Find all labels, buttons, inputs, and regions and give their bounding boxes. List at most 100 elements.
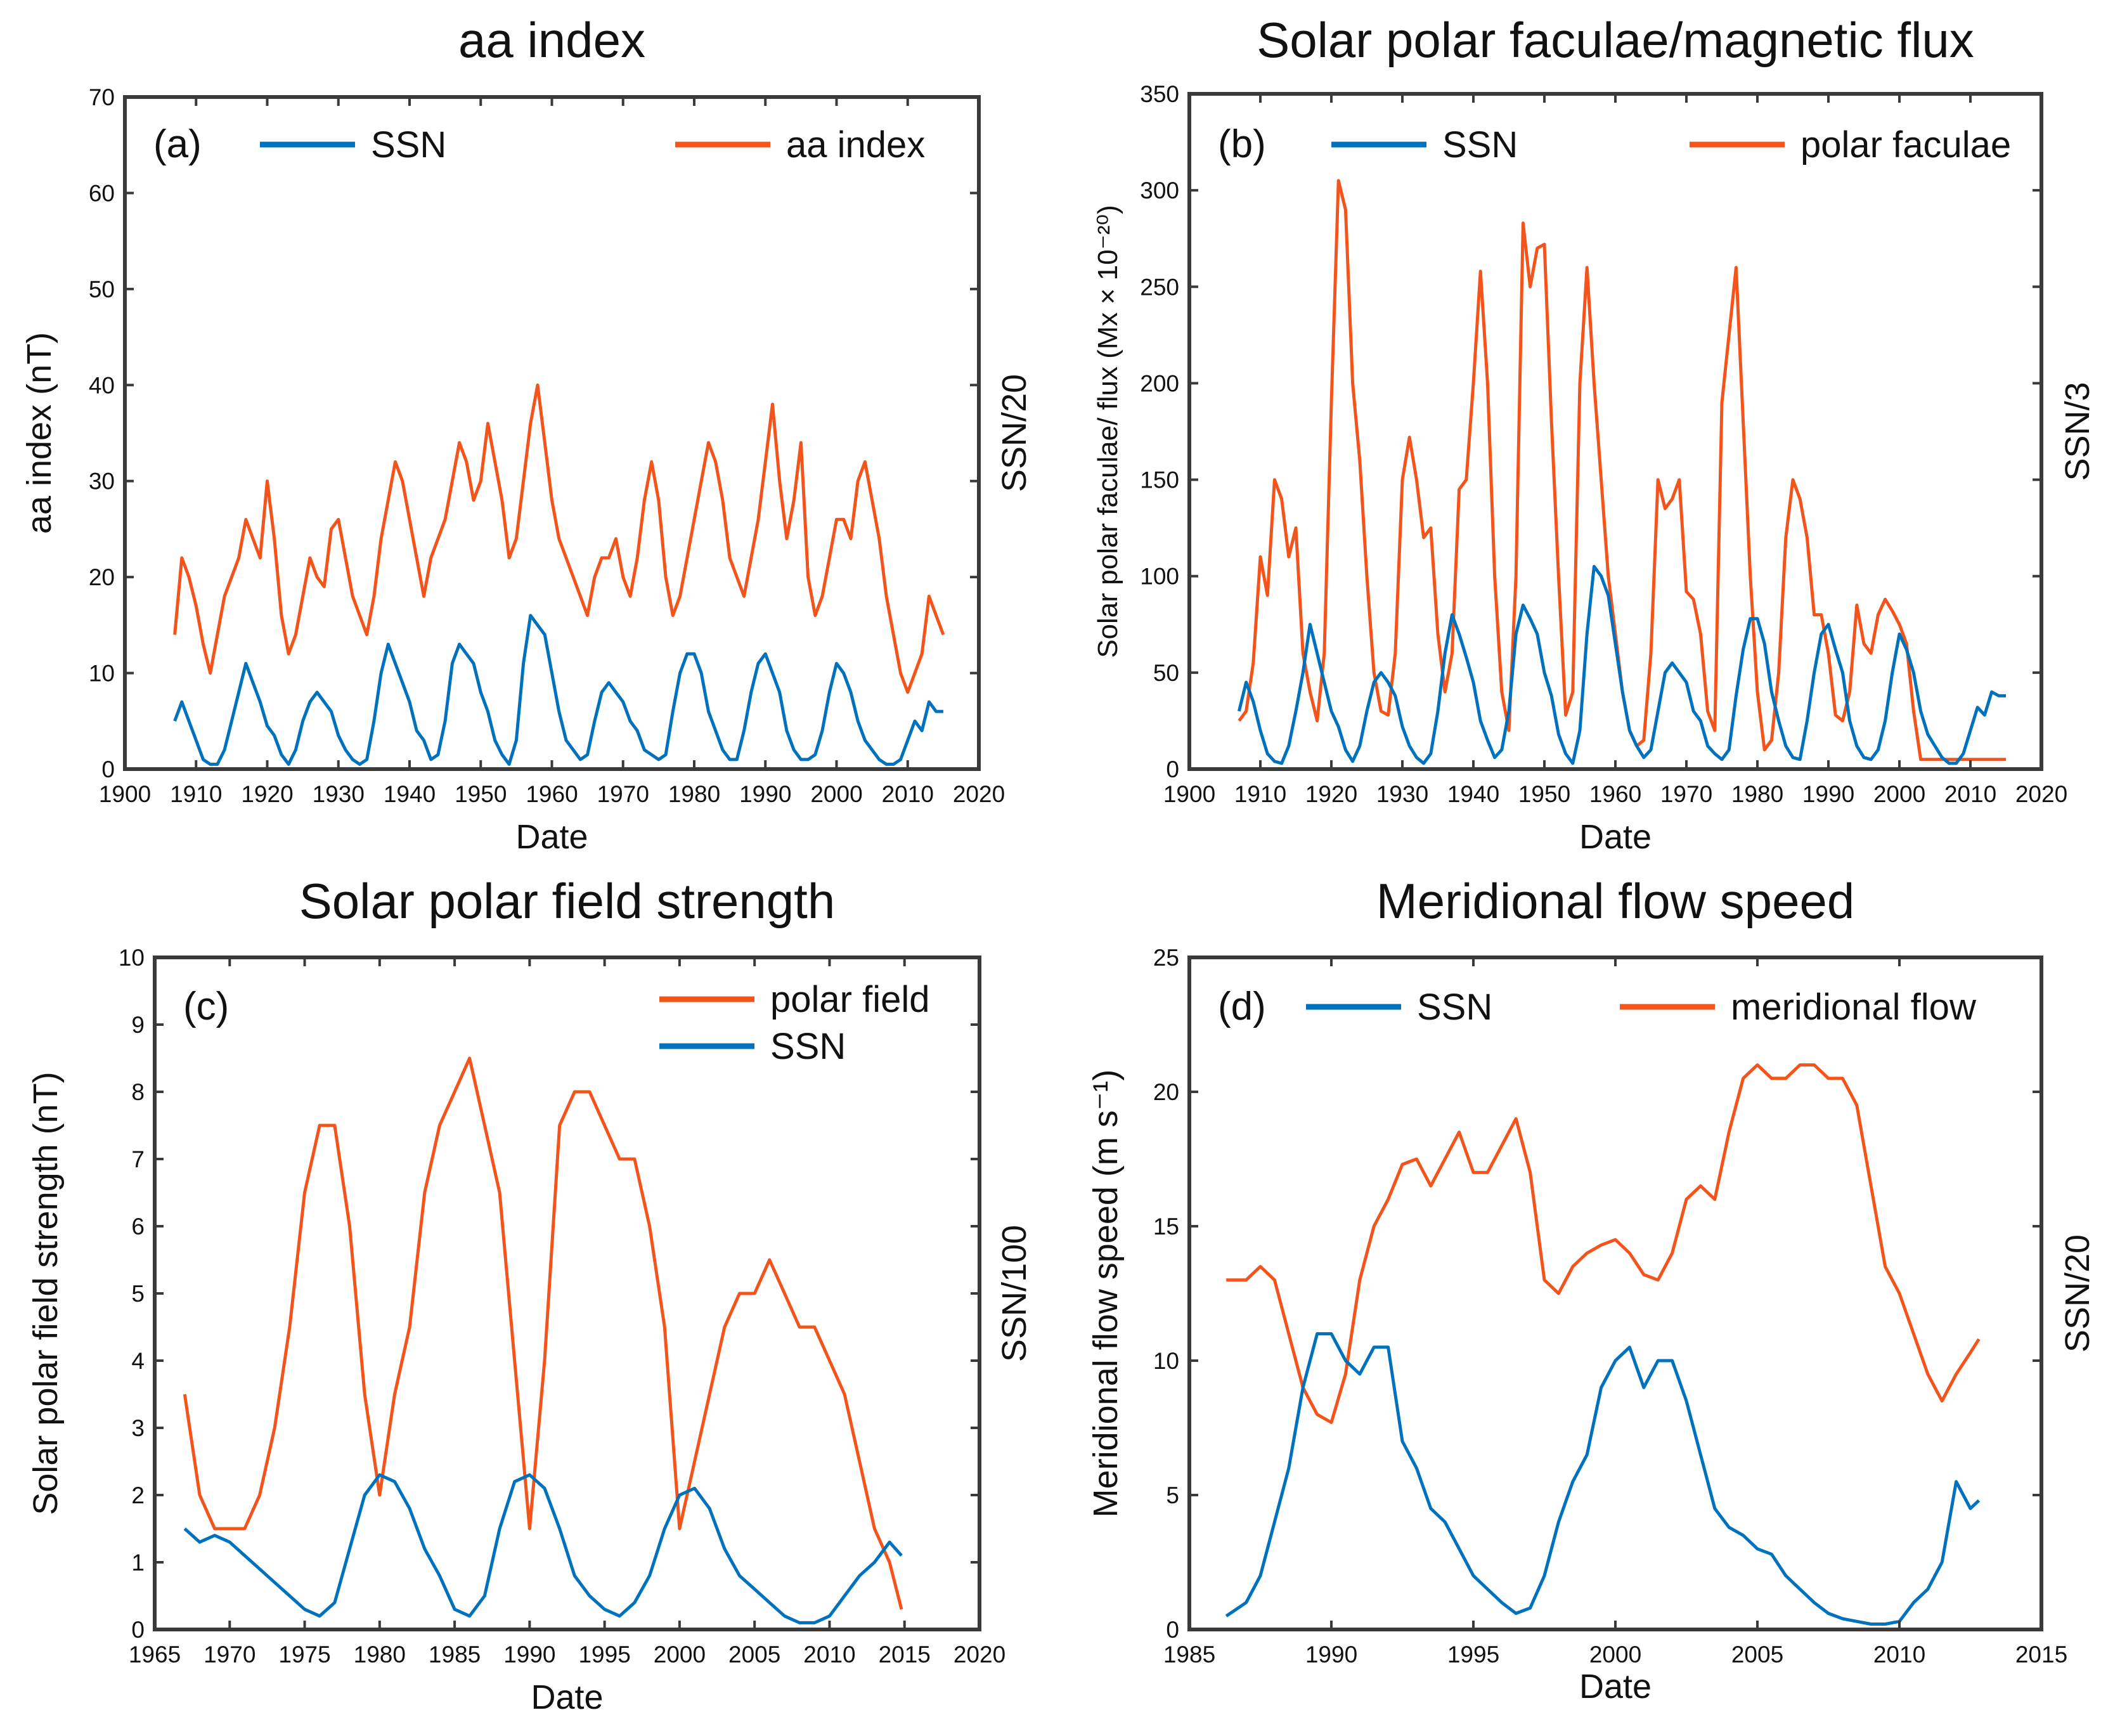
x-tick-label: 2010 [803, 1642, 855, 1668]
x-tick-label: 1995 [1447, 1642, 1499, 1668]
legend-label: aa index [786, 124, 925, 165]
y-tick-label: 150 [1140, 467, 1179, 493]
x-tick-label: 1990 [503, 1642, 555, 1668]
y-tick-label: 5 [1166, 1482, 1179, 1508]
series-aa-index-line [173, 383, 945, 694]
panel-label: (d) [1218, 985, 1266, 1028]
y-tick-label: 40 [89, 372, 115, 398]
legend-label: meridional flow [1731, 987, 1977, 1028]
x-tick-label: 1940 [1447, 781, 1499, 807]
y-tick-label: 0 [101, 756, 115, 782]
x-tick-label: 2000 [1873, 781, 1925, 807]
x-tick-label: 2000 [654, 1642, 706, 1668]
x-tick-label: 1985 [1163, 1642, 1215, 1668]
y-tick-label: 50 [1153, 660, 1179, 686]
x-tick-label: 1985 [429, 1642, 481, 1668]
y-tick-label: 200 [1140, 370, 1179, 396]
panel-d: 1985 1990 1995 2000 2005 2010 2015 0 5 10 15 20 25 Me… [1087, 873, 2097, 1706]
y-axis-label: Solar polar faculae/ flux (Mx × 10⁻²⁰) [1092, 205, 1123, 658]
legend-label: SSN [1442, 124, 1518, 165]
series-polar-field-line [183, 1056, 903, 1610]
x-tick-label: 1990 [1305, 1642, 1357, 1668]
series-SSN-line [173, 614, 943, 766]
panel-title: aa index [458, 12, 645, 68]
x-tick-label: 1900 [99, 781, 151, 807]
x-tick-label: 2005 [1731, 1642, 1783, 1668]
x-tick-label: 1900 [1163, 781, 1215, 807]
x-tick-label: 1980 [1731, 781, 1783, 807]
panel-title: Solar polar faculae/magnetic flux [1257, 12, 1974, 68]
y-tick-label: 70 [89, 84, 115, 110]
x-tick-label: 1930 [313, 781, 365, 807]
y-tick-label: 350 [1140, 81, 1179, 107]
y-tick-label: 0 [131, 1617, 145, 1643]
x-tick-label: 1910 [170, 781, 222, 807]
y-axis-label: Meridional flow speed (m s⁻¹) [1087, 1070, 1125, 1518]
x-tick-label: 1980 [354, 1642, 406, 1668]
y-tick-label: 0 [1166, 756, 1179, 782]
y-tick-label: 6 [131, 1214, 145, 1240]
x-tick-label: 1990 [739, 781, 791, 807]
legend-label: SSN [770, 1026, 846, 1067]
x-tick-label: 2015 [2015, 1642, 2067, 1668]
right-axis-label: SSN/20 [2059, 1234, 2097, 1352]
x-tick-label: 1970 [1660, 781, 1712, 807]
y-tick-label: 250 [1140, 274, 1179, 300]
panel-b: 1900 1910 1920 1930 1940 1950 1960 1970 1980 1990… [1092, 12, 2097, 856]
y-tick-label: 8 [131, 1079, 145, 1105]
plot-frame [153, 955, 981, 1631]
x-tick-label: 2015 [879, 1642, 931, 1668]
x-tick-label: 2010 [1944, 781, 1996, 807]
y-tick-label: 9 [131, 1012, 145, 1038]
y-tick-label: 20 [1153, 1079, 1179, 1105]
y-tick-label: 0 [1166, 1617, 1179, 1643]
x-tick-label: 1975 [278, 1642, 330, 1668]
x-tick-label: 1965 [129, 1642, 181, 1668]
panel-title: Solar polar field strength [299, 873, 835, 929]
y-tick-label: 60 [89, 180, 115, 206]
y-axis-label: Solar polar field strength (nT) [27, 1072, 65, 1515]
legend-label: polar field [770, 979, 929, 1020]
y-tick-label: 1 [131, 1550, 145, 1576]
y-tick-label: 4 [131, 1348, 145, 1374]
x-tick-label: 2005 [728, 1642, 780, 1668]
x-tick-label: 2000 [810, 781, 862, 807]
y-axis-label: aa index (nT) [20, 332, 58, 534]
panel-a: 1900 1910 1920 1930 1940 1950 1960 1970 1980 1990… [20, 12, 1033, 856]
panel-label: (b) [1218, 122, 1266, 166]
x-tick-label: 2000 [1589, 1642, 1641, 1668]
x-tick-label: 1920 [241, 781, 293, 807]
x-tick-label: 1950 [1518, 781, 1570, 807]
y-tick-label: 10 [1153, 1348, 1179, 1374]
legend-label: SSN [371, 124, 446, 165]
y-tick-label: 15 [1153, 1214, 1179, 1240]
y-tick-label: 25 [1153, 945, 1179, 971]
y-tick-label: 10 [89, 661, 115, 687]
x-axis-label: Date [531, 1678, 603, 1716]
y-tick-label: 5 [131, 1281, 145, 1307]
x-tick-label: 2020 [953, 781, 1005, 807]
x-tick-label: 1960 [1589, 781, 1641, 807]
legend-label: polar faculae [1801, 124, 2011, 165]
x-tick-label: 2010 [882, 781, 934, 807]
x-tick-label: 1970 [597, 781, 649, 807]
x-axis-label: Date [1579, 818, 1652, 856]
right-axis-label: SSN/20 [995, 374, 1033, 492]
y-tick-label: 2 [131, 1482, 145, 1508]
panel-label: (a) [153, 122, 202, 166]
x-tick-label: 2020 [2015, 781, 2067, 807]
series-SSN-line [1237, 565, 2006, 765]
series-SSN-line [183, 1473, 903, 1624]
x-tick-label: 1960 [526, 781, 578, 807]
panel-c: 1965 1970 1975 1980 1985 1990 1995 2000 2005 2010… [27, 873, 1033, 1716]
x-tick-label: 1950 [455, 781, 507, 807]
y-tick-label: 100 [1140, 564, 1179, 590]
x-tick-label: 1980 [668, 781, 720, 807]
legend-label: SSN [1417, 987, 1492, 1028]
right-axis-label: SSN/100 [995, 1225, 1033, 1362]
y-tick-label: 3 [131, 1415, 145, 1441]
series-meridional-flow-line [1226, 1063, 1981, 1424]
panel-label: (c) [183, 985, 229, 1028]
x-tick-label: 1970 [204, 1642, 255, 1668]
right-axis-label: SSN/3 [2059, 382, 2097, 481]
